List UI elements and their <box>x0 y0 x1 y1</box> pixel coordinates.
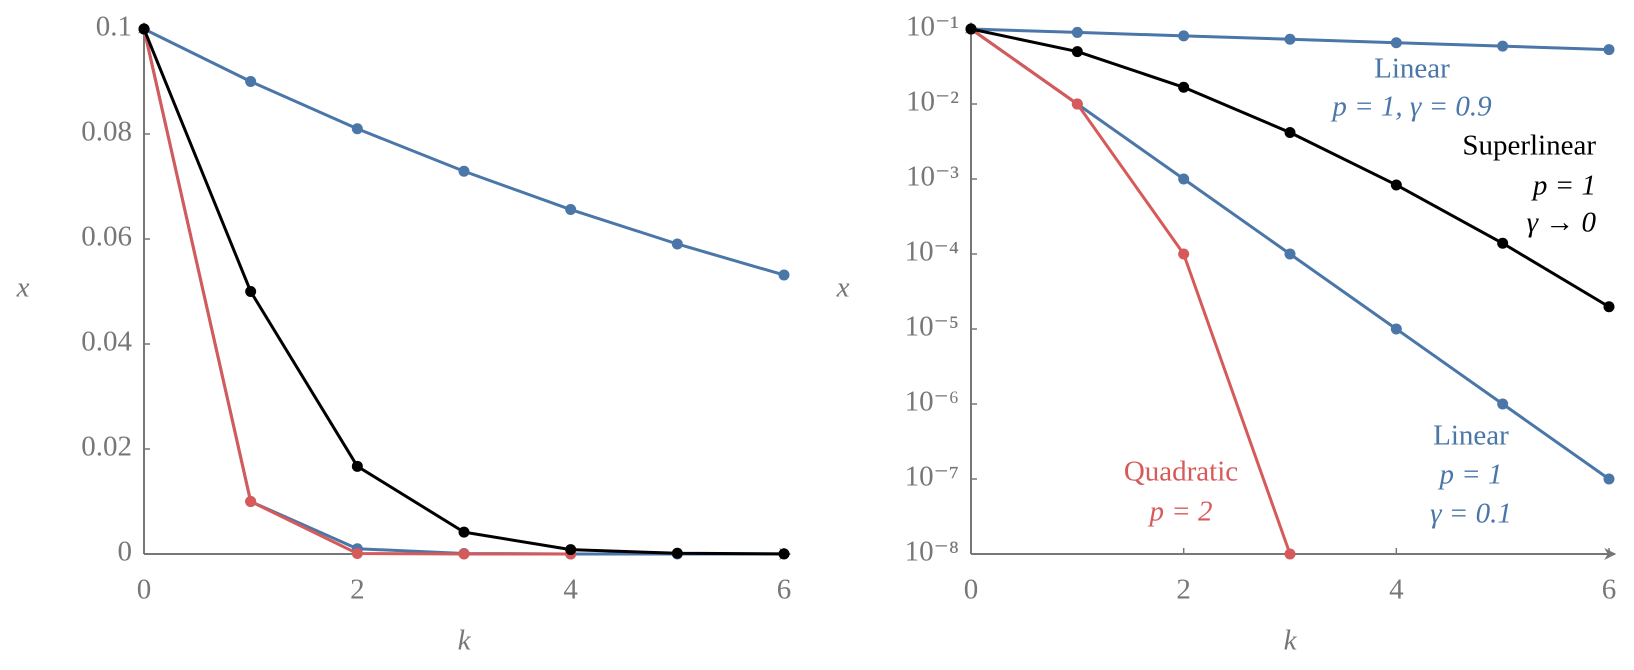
y-axis-label: x <box>16 272 30 304</box>
annotation: Quadratic <box>1124 456 1238 488</box>
y-tick-label: 10⁻⁷ <box>905 461 959 493</box>
annotation: p = 1 <box>1531 170 1596 202</box>
series-line <box>143 27 785 277</box>
data-point <box>1284 126 1296 138</box>
data-point <box>671 238 683 250</box>
data-point <box>245 76 257 87</box>
y-tick-label: 0.08 <box>81 116 132 148</box>
data-point <box>351 547 363 559</box>
x-tick-label: 0 <box>964 574 979 606</box>
annotation: Superlinear <box>1462 130 1596 162</box>
data-point <box>245 286 257 297</box>
data-point <box>1497 40 1509 52</box>
y-tick-label: 0.04 <box>81 326 132 358</box>
data-point <box>1178 173 1190 185</box>
y-tick-label: 10⁻⁵ <box>905 311 959 343</box>
data-point <box>1390 323 1402 335</box>
y-tick-label: 0.06 <box>81 221 132 253</box>
data-point <box>138 23 150 35</box>
data-point <box>1390 179 1402 191</box>
data-point <box>1071 26 1083 38</box>
x-axis-label: k <box>1284 625 1298 657</box>
data-point <box>778 548 790 560</box>
data-point <box>1178 81 1190 93</box>
data-point <box>1284 248 1296 260</box>
data-point <box>1603 44 1615 56</box>
series-line <box>142 28 571 556</box>
y-tick-label: 0.02 <box>81 431 132 463</box>
data-point <box>1284 33 1296 45</box>
y-tick-label: 0.1 <box>96 11 132 43</box>
x-tick-label: 0 <box>137 574 152 606</box>
series-line <box>970 27 1292 555</box>
data-point <box>1497 237 1509 249</box>
y-tick-label: 10⁻⁸ <box>905 536 959 568</box>
data-point <box>1603 301 1615 313</box>
data-point <box>671 547 683 559</box>
series-line <box>142 28 785 556</box>
series-line <box>970 27 1610 309</box>
x-tick-label: 4 <box>563 574 578 606</box>
x-axis-label: k <box>458 625 472 657</box>
data-point <box>1497 398 1509 410</box>
data-point <box>1284 548 1296 560</box>
data-point <box>351 460 363 472</box>
data-point <box>1071 98 1083 110</box>
annotation: p = 2 <box>1147 496 1212 528</box>
annotation: γ → 0 <box>1527 207 1597 239</box>
x-tick-label: 6 <box>777 574 792 606</box>
annotation: p = 1 <box>1437 459 1502 491</box>
data-point <box>565 544 577 556</box>
y-tick-label: 10⁻⁶ <box>905 386 959 418</box>
data-point <box>458 548 470 560</box>
y-tick-label: 10⁻¹ <box>906 11 959 43</box>
data-point <box>778 269 790 281</box>
data-point <box>245 496 257 507</box>
y-axis-label: x <box>836 272 850 304</box>
x-tick-label: 4 <box>1389 574 1404 606</box>
data-point <box>1178 248 1190 260</box>
annotation: p = 1, γ = 0.9 <box>1330 91 1492 123</box>
x-tick-label: 2 <box>1176 574 1191 606</box>
annotation: γ = 0.1 <box>1430 498 1512 530</box>
y-tick-label: 0 <box>118 536 133 568</box>
x-tick-label: 6 <box>1602 574 1617 606</box>
data-point <box>1178 30 1190 42</box>
x-tick-label: 2 <box>350 574 365 606</box>
data-point <box>458 165 470 177</box>
data-point <box>1071 46 1083 58</box>
annotation: Linear <box>1374 53 1450 85</box>
data-point <box>1603 473 1615 485</box>
y-tick-label: 10⁻⁴ <box>905 236 959 268</box>
annotation: Linear <box>1433 420 1509 452</box>
y-tick-label: 10⁻³ <box>906 161 959 193</box>
y-tick-label: 10⁻² <box>906 86 959 118</box>
data-point <box>1390 37 1402 49</box>
series-line <box>142 28 785 556</box>
data-point <box>458 526 470 538</box>
data-point <box>351 123 363 135</box>
data-point <box>565 204 577 216</box>
data-point <box>965 23 977 35</box>
